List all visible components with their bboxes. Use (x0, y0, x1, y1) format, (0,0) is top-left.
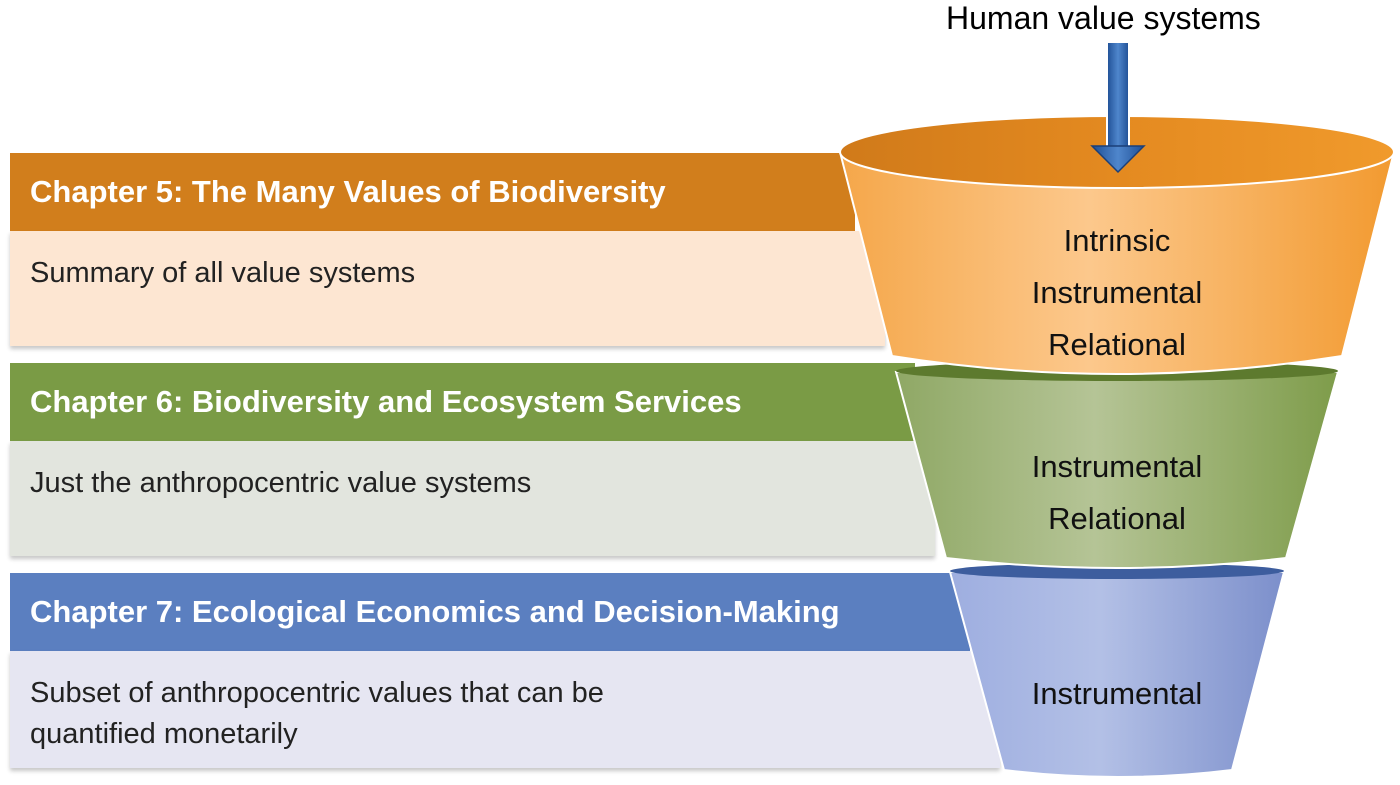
funnel-section-anthropocentric (894, 371, 1340, 569)
chapter-5-description-line: Summary of all value systems (30, 257, 416, 289)
funnel-section-instrumental (948, 571, 1286, 778)
funnel-label-instrumental-1: Instrumental (1032, 275, 1203, 310)
chapter-7-description-line-1: Subset of anthropocentric values that ca… (30, 677, 604, 709)
chapter-5-description: Summary of all value systems (10, 231, 885, 346)
chapter-6-heading: Chapter 6: Biodiversity and Ecosystem Se… (10, 363, 915, 441)
chapter-7-description: Subset of anthropocentric values that ca… (10, 651, 1000, 768)
chapter-6-description-line: Just the anthropocentric value systems (30, 467, 532, 499)
chapter-5-heading: Chapter 5: The Many Values of Biodiversi… (10, 153, 855, 231)
down-arrow-icon (1090, 41, 1146, 174)
diagram-title: Human value systems (946, 0, 1261, 36)
funnel-label-relational-2: Relational (1048, 501, 1186, 536)
chapter-7-heading: Chapter 7: Ecological Economics and Deci… (10, 573, 970, 651)
funnel-section-all-values (838, 151, 1396, 375)
funnel-label-instrumental-3: Instrumental (1032, 676, 1203, 711)
chapter-7-description-line-2: quantified monetarily (30, 718, 298, 750)
funnel-label-intrinsic: Intrinsic (1064, 223, 1171, 258)
funnel-label-instrumental-2: Instrumental (1032, 449, 1203, 484)
funnel-label-relational-1: Relational (1048, 327, 1186, 362)
funnel-ring-blue (950, 563, 1284, 579)
chapter-6-description: Just the anthropocentric value systems (10, 441, 935, 556)
